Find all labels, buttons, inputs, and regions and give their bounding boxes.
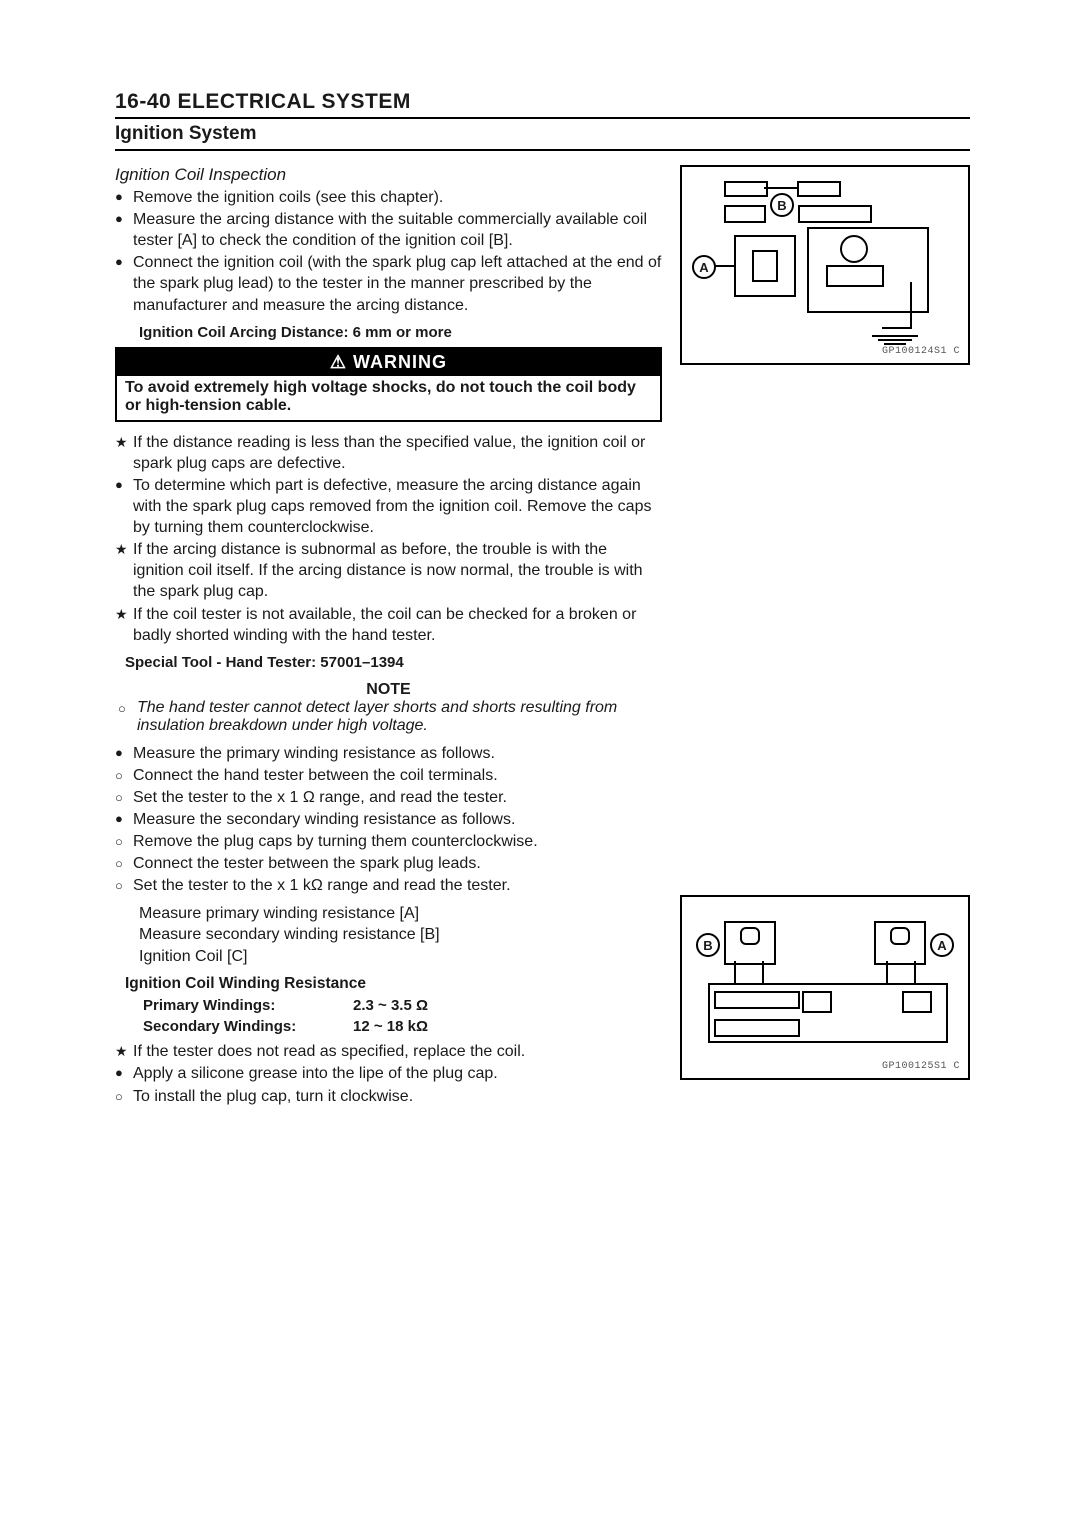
step-item: Connect the ignition coil (with the spar… bbox=[115, 252, 662, 315]
step-item: If the coil tester is not available, the… bbox=[115, 604, 662, 646]
winding-primary-row: Primary Windings: 2.3 ~ 3.5 Ω bbox=[143, 997, 662, 1014]
winding-title: Ignition Coil Winding Resistance bbox=[125, 975, 662, 993]
step-item: To install the plug cap, turn it clockwi… bbox=[115, 1086, 662, 1107]
step-item: Connect the tester between the spark plu… bbox=[115, 853, 662, 874]
step-item: If the tester does not read as specified… bbox=[115, 1041, 662, 1062]
measure-legend: Measure secondary winding resistance [B] bbox=[115, 924, 662, 946]
winding-primary-label: Primary Windings: bbox=[143, 997, 353, 1014]
step-item: Connect the hand tester between the coil… bbox=[115, 765, 662, 786]
left-column: Ignition Coil Inspection Remove the igni… bbox=[115, 165, 662, 1113]
diagram-label-b: B bbox=[770, 193, 794, 217]
closing-steps: If the tester does not read as specified… bbox=[115, 1041, 662, 1106]
diagram-winding: B A C GP100125S1 C bbox=[680, 895, 970, 1080]
diagram-code: GP100125S1 C bbox=[882, 1061, 960, 1072]
warning-heading: ⚠ WARNING bbox=[117, 349, 660, 376]
step-item: Remove the ignition coils (see this chap… bbox=[115, 187, 662, 208]
step-item: To determine which part is defective, me… bbox=[115, 475, 662, 538]
measure-legend: Ignition Coil [C] bbox=[115, 946, 662, 968]
winding-secondary-value: 12 ~ 18 kΩ bbox=[353, 1018, 428, 1035]
winding-secondary-label: Secondary Windings: bbox=[143, 1018, 353, 1035]
diagram-label-a: A bbox=[692, 255, 716, 279]
step-item: Set the tester to the x 1 Ω range, and r… bbox=[115, 787, 662, 808]
note-body: The hand tester cannot detect layer shor… bbox=[115, 699, 662, 735]
winding-resistance-block: Ignition Coil Winding Resistance Primary… bbox=[125, 975, 662, 1035]
warning-box: ⚠ WARNING To avoid extremely high voltag… bbox=[115, 347, 662, 422]
content-columns: Ignition Coil Inspection Remove the igni… bbox=[115, 165, 970, 1113]
page-header: 16-40 ELECTRICAL SYSTEM bbox=[115, 90, 970, 119]
diagram-label-b2: B bbox=[696, 933, 720, 957]
diagram-tester: A B GP100124S1 C bbox=[680, 165, 970, 365]
inspection-steps-mid: If the distance reading is less than the… bbox=[115, 432, 662, 646]
step-item: Remove the plug caps by turning them cou… bbox=[115, 831, 662, 852]
spec-arcing-distance: Ignition Coil Arcing Distance: 6 mm or m… bbox=[139, 324, 662, 341]
inspection-steps-top: Remove the ignition coils (see this chap… bbox=[115, 187, 662, 316]
step-item: If the distance reading is less than the… bbox=[115, 432, 662, 474]
diagram-code: GP100124S1 C bbox=[882, 346, 960, 357]
winding-secondary-row: Secondary Windings: 12 ~ 18 kΩ bbox=[143, 1018, 662, 1035]
step-item: If the arcing distance is subnormal as b… bbox=[115, 539, 662, 602]
diagram-label-a2: A bbox=[930, 933, 954, 957]
section-title: Ignition System bbox=[115, 123, 970, 151]
right-column: A B GP100124S1 C B bbox=[680, 165, 970, 1080]
step-item: Set the tester to the x 1 kΩ range and r… bbox=[115, 875, 662, 896]
spec-special-tool: Special Tool - Hand Tester: 57001–1394 bbox=[125, 654, 662, 671]
step-item: Measure the primary winding resistance a… bbox=[115, 743, 662, 764]
subsection-heading: Ignition Coil Inspection bbox=[115, 165, 662, 185]
step-item: Measure the arcing distance with the sui… bbox=[115, 209, 662, 251]
step-item: Apply a silicone grease into the lipe of… bbox=[115, 1063, 662, 1084]
note-title: NOTE bbox=[115, 681, 662, 699]
step-item: Measure the secondary winding resistance… bbox=[115, 809, 662, 830]
warning-body: To avoid extremely high voltage shocks, … bbox=[117, 376, 660, 420]
winding-primary-value: 2.3 ~ 3.5 Ω bbox=[353, 997, 428, 1014]
measure-legend: Measure primary winding resistance [A] bbox=[115, 903, 662, 925]
measure-steps: Measure the primary winding resistance a… bbox=[115, 743, 662, 897]
